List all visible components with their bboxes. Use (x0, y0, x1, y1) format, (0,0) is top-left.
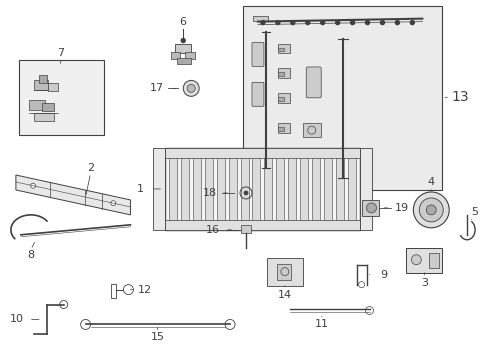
Text: 15: 15 (150, 332, 164, 342)
Circle shape (275, 21, 279, 24)
Circle shape (31, 183, 36, 188)
Text: 6: 6 (180, 17, 186, 27)
Bar (165, 148, 359, 230)
Bar (171, 53, 180, 59)
Bar (277, 44, 289, 54)
FancyBboxPatch shape (251, 82, 264, 106)
Bar (302, 123, 320, 137)
Bar (406, 248, 441, 273)
Circle shape (366, 203, 376, 213)
FancyBboxPatch shape (305, 67, 321, 98)
Bar (359, 148, 371, 230)
Circle shape (409, 21, 413, 24)
Bar (29, 100, 45, 110)
Bar (39, 75, 47, 84)
Text: 4: 4 (427, 177, 434, 187)
Text: 2: 2 (87, 163, 94, 173)
Text: 17: 17 (150, 84, 164, 93)
Circle shape (426, 205, 435, 215)
Bar (165, 220, 359, 230)
Bar (277, 127, 283, 131)
Bar (428, 253, 438, 268)
Circle shape (419, 198, 442, 222)
Bar (311, 158, 319, 220)
Bar (34, 80, 48, 90)
Bar (300, 158, 307, 220)
Circle shape (187, 84, 195, 92)
Text: 7: 7 (57, 49, 64, 58)
Circle shape (183, 80, 199, 96)
Bar (193, 158, 201, 220)
Circle shape (261, 21, 264, 24)
Bar (323, 158, 331, 220)
Bar (34, 113, 54, 121)
Bar (277, 123, 289, 133)
Bar (240, 158, 248, 220)
Circle shape (320, 21, 324, 24)
Text: 16: 16 (206, 225, 220, 235)
Circle shape (244, 191, 247, 195)
Circle shape (111, 201, 116, 206)
Circle shape (395, 21, 399, 24)
Text: 13: 13 (450, 90, 468, 104)
FancyBboxPatch shape (251, 42, 264, 67)
Text: 1: 1 (137, 184, 143, 194)
Bar (277, 72, 283, 76)
Circle shape (335, 21, 339, 24)
Bar (48, 84, 58, 91)
Circle shape (412, 192, 448, 228)
Bar (266, 258, 302, 285)
Bar (185, 53, 195, 59)
Circle shape (290, 21, 294, 24)
Bar (264, 158, 272, 220)
Bar (276, 158, 284, 220)
Text: 5: 5 (470, 207, 478, 217)
Bar (169, 158, 177, 220)
Bar (165, 148, 359, 158)
Polygon shape (16, 175, 130, 215)
Circle shape (181, 39, 185, 42)
Bar (110, 284, 116, 298)
Bar (241, 225, 250, 233)
Circle shape (365, 21, 369, 24)
Text: 9: 9 (379, 270, 386, 280)
Text: 11: 11 (314, 319, 328, 329)
Text: 3: 3 (420, 278, 427, 288)
Bar (243, 6, 441, 190)
Circle shape (305, 21, 309, 24)
Bar (277, 48, 283, 51)
Bar (19, 60, 103, 135)
Text: 8: 8 (27, 250, 34, 260)
Bar (277, 93, 289, 103)
Circle shape (380, 21, 384, 24)
Bar (287, 158, 296, 220)
Bar (335, 158, 343, 220)
Bar (228, 158, 236, 220)
Text: 19: 19 (393, 203, 407, 213)
Bar (252, 15, 267, 21)
Text: 14: 14 (277, 289, 291, 300)
Bar (204, 158, 212, 220)
Bar (276, 264, 290, 280)
Bar (252, 158, 260, 220)
Circle shape (350, 21, 354, 24)
Bar (347, 158, 355, 220)
Bar (361, 200, 379, 216)
Circle shape (410, 255, 421, 265)
Bar (277, 97, 283, 101)
Bar (216, 158, 224, 220)
Text: 10: 10 (10, 314, 24, 324)
Bar (41, 103, 54, 111)
Bar (153, 148, 165, 230)
Bar (177, 58, 191, 64)
Text: 18: 18 (203, 188, 217, 198)
Bar (181, 158, 189, 220)
Text: 12: 12 (138, 284, 152, 294)
Bar (277, 68, 289, 78)
Bar (175, 44, 191, 54)
